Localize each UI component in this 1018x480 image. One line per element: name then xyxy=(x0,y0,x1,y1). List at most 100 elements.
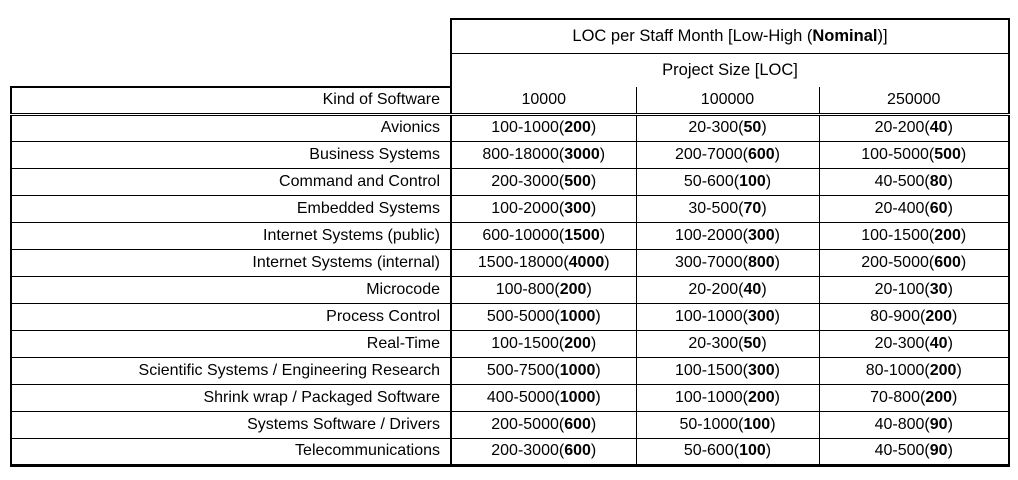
loc-nominal: 300 xyxy=(747,307,775,325)
row-label: Microcode xyxy=(10,275,452,304)
loc-range-close: ) xyxy=(770,415,776,433)
loc-range: 40-500( xyxy=(874,442,930,459)
loc-cell: 100-2000(300) xyxy=(635,221,820,250)
loc-cell: 20-300(50) xyxy=(635,329,820,358)
loc-nominal: 200 xyxy=(934,226,961,244)
loc-cell: 100-1500(200) xyxy=(818,221,1010,250)
loc-range: 20-400( xyxy=(874,199,930,217)
loc-nominal: 500 xyxy=(934,145,961,163)
subtitle-row: Project Size [LOC] xyxy=(11,53,1010,87)
loc-cell: 200-3000(600) xyxy=(450,437,637,467)
loc-cell: 40-500(80) xyxy=(818,167,1010,196)
loc-range: 200-3000( xyxy=(491,172,565,190)
loc-range-close: ) xyxy=(947,172,953,190)
loc-range-close: ) xyxy=(590,415,597,433)
loc-nominal: 100 xyxy=(739,442,766,459)
table-row: Command and Control 200-3000(500) 50-600(1… xyxy=(10,167,1010,196)
row-label: Command and Control xyxy=(10,167,452,196)
loc-range: 20-200( xyxy=(688,280,744,298)
loc-nominal: 500 xyxy=(564,172,591,190)
loc-nominal: 200 xyxy=(564,119,591,136)
loc-range: 30-500( xyxy=(688,199,744,217)
row-label: Avionics xyxy=(10,113,452,142)
loc-range-close: ) xyxy=(960,145,967,163)
loc-range: 100-2000( xyxy=(491,199,565,217)
loc-range-close: ) xyxy=(947,119,953,136)
loc-nominal: 40 xyxy=(929,334,948,352)
loc-range: 40-800( xyxy=(874,415,930,433)
kind-of-software-header: Kind of Software xyxy=(10,86,452,116)
table-row: Shrink wrap / Packaged Software 400-5000(… xyxy=(10,383,1010,412)
loc-cell: 50-1000(100) xyxy=(635,410,820,439)
loc-cell: 40-800(90) xyxy=(818,410,1010,439)
loc-nominal: 90 xyxy=(929,442,948,459)
loc-nominal: 800 xyxy=(747,253,775,271)
loc-range-close: ) xyxy=(599,145,606,163)
loc-range-close: ) xyxy=(774,361,780,379)
loc-range: 300-7000( xyxy=(675,253,748,271)
row-label: Process Control xyxy=(10,302,452,331)
loc-cell: 100-1500(200) xyxy=(450,329,637,358)
loc-nominal: 200 xyxy=(559,280,587,298)
loc-range-close: ) xyxy=(765,172,772,190)
loc-range: 70-800( xyxy=(870,388,926,406)
loc-range: 100-1000( xyxy=(491,119,565,136)
row-label: Systems Software / Drivers xyxy=(10,410,452,439)
loc-nominal: 50 xyxy=(743,334,762,352)
loc-range-close: ) xyxy=(599,226,606,244)
loc-nominal: 600 xyxy=(564,415,591,433)
loc-range: 400-5000( xyxy=(486,388,560,406)
loc-nominal: 200 xyxy=(925,307,953,325)
loc-nominal: 300 xyxy=(747,361,775,379)
loc-range: 100-800( xyxy=(495,280,560,298)
row-label: Telecommunications xyxy=(10,437,452,467)
loc-cell: 200-3000(500) xyxy=(450,167,637,196)
loc-nominal: 1000 xyxy=(559,388,596,406)
loc-range: 800-18000( xyxy=(482,145,565,163)
loc-cell: 100-800(200) xyxy=(450,275,637,304)
loc-nominal: 100 xyxy=(743,415,771,433)
table-row: Real-Time 100-1500(200) 20-300(50) 20-300(4… xyxy=(10,329,1010,358)
loc-range-close: ) xyxy=(952,307,958,325)
loc-cell: 100-1000(200) xyxy=(450,113,637,142)
loc-range: 500-7500( xyxy=(486,361,560,379)
loc-nominal: 30 xyxy=(929,280,948,298)
loc-range: 200-7000( xyxy=(675,145,748,163)
loc-range-close: ) xyxy=(586,280,592,298)
loc-nominal: 200 xyxy=(747,388,775,406)
loc-range-close: ) xyxy=(590,334,597,352)
loc-nominal: 200 xyxy=(929,361,957,379)
loc-nominal: 200 xyxy=(925,388,953,406)
loc-range: 20-300( xyxy=(688,119,744,136)
loc-cell: 80-1000(200) xyxy=(818,356,1010,385)
loc-range-close: ) xyxy=(947,334,953,352)
loc-cell: 20-100(30) xyxy=(818,275,1010,304)
loc-range: 1500-18000( xyxy=(477,253,569,271)
loc-nominal: 40 xyxy=(929,119,948,136)
loc-nominal: 600 xyxy=(564,442,591,459)
loc-cell: 800-18000(3000) xyxy=(450,140,637,169)
loc-cell: 40-500(90) xyxy=(818,437,1010,467)
loc-cell: 70-800(200) xyxy=(818,383,1010,412)
loc-range-close: ) xyxy=(774,307,780,325)
loc-nominal: 300 xyxy=(564,199,591,217)
size-column-100000: 100000 xyxy=(635,87,820,116)
loc-range-close: ) xyxy=(590,442,597,459)
row-label: Shrink wrap / Packaged Software xyxy=(10,383,452,412)
loc-cell: 20-400(60) xyxy=(818,194,1010,223)
loc-range: 200-5000( xyxy=(861,253,935,271)
title-row: LOC per Staff Month [Low-High (Nominal)] xyxy=(11,18,1010,54)
table-row: Internet Systems (internal) 1500-18000(40… xyxy=(10,248,1010,277)
loc-range-close: ) xyxy=(761,280,767,298)
loc-cell: 100-1500(300) xyxy=(635,356,820,385)
loc-cell: 500-5000(1000) xyxy=(450,302,637,331)
loc-cell: 50-600(100) xyxy=(635,167,820,196)
row-label: Scientific Systems / Engineering Researc… xyxy=(10,356,452,385)
table-row: Telecommunications 200-3000(600) 50-600(10… xyxy=(10,437,1010,467)
loc-cell: 50-600(100) xyxy=(635,437,820,467)
loc-per-staff-month-table: LOC per Staff Month [Low-High (Nominal)]… xyxy=(10,18,1010,467)
loc-nominal: 200 xyxy=(564,334,591,352)
row-label: Business Systems xyxy=(10,140,452,169)
loc-range-close: ) xyxy=(774,253,780,271)
loc-cell: 80-900(200) xyxy=(818,302,1010,331)
